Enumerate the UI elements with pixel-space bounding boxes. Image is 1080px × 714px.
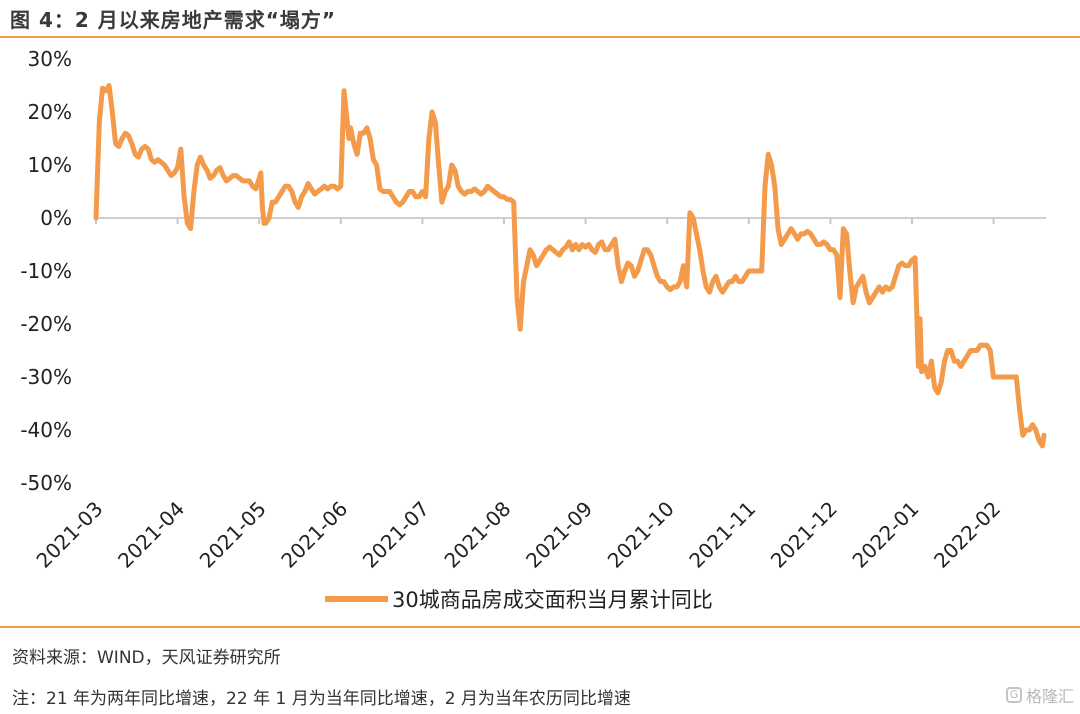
series-layer [93,83,1047,449]
figure-title: 图 4：2 月以来房地产需求“塌方” [10,8,337,32]
title-divider [0,36,1080,38]
source-text: 资料来源：WIND，天风证券研究所 [12,648,281,668]
watermark-logo-icon: G [1005,687,1022,703]
x-tick-label: 2021-05 [195,497,271,573]
x-tick-label: 2021-11 [684,497,760,573]
x-tick-label: 2021-12 [766,497,842,573]
y-tick-label: 20% [28,100,72,124]
legend-label: 30城商品房成交面积当月累计同比 [392,588,713,612]
x-tick-label: 2021-07 [358,497,434,573]
x-tick-label: 2022-02 [929,497,1005,573]
x-tick-label: 2021-03 [31,497,107,573]
series-line [93,83,1047,449]
x-tick-label: 2021-09 [521,497,597,573]
line-chart: 30%20%10%0%-10%-20%-30%-40%-50% 2021-03 2… [20,47,1047,612]
legend: 30城商品房成交面积当月累计同比 [325,588,713,612]
y-tick-label: -40% [20,418,72,442]
x-tick-label: 2021-08 [439,497,515,573]
y-tick-label: -30% [20,365,72,389]
y-tick-label: 10% [28,153,72,177]
y-tick-label: 30% [28,47,72,71]
x-tick-label: 2021-10 [603,497,679,573]
note-text: 注：21 年为两年同比增速，22 年 1 月为当年同比增速，2 月为当年农历同比… [12,689,631,709]
source-divider [0,626,1080,628]
watermark: G 格隆汇 [1005,683,1074,707]
watermark-text: 格隆汇 [1025,687,1074,706]
x-tick-label: 2022-01 [847,497,923,573]
x-tick-label: 2021-04 [113,497,189,573]
y-tick-label: -10% [20,259,72,283]
y-tick-label: -50% [20,471,72,495]
x-tick-label: 2021-06 [276,497,352,573]
y-tick-label: -20% [20,312,72,336]
y-axis-ticks: 30% 20% 10% 0% -10% -20% -30% -40% -50% [20,47,72,495]
y-tick-label: 0% [40,206,72,230]
